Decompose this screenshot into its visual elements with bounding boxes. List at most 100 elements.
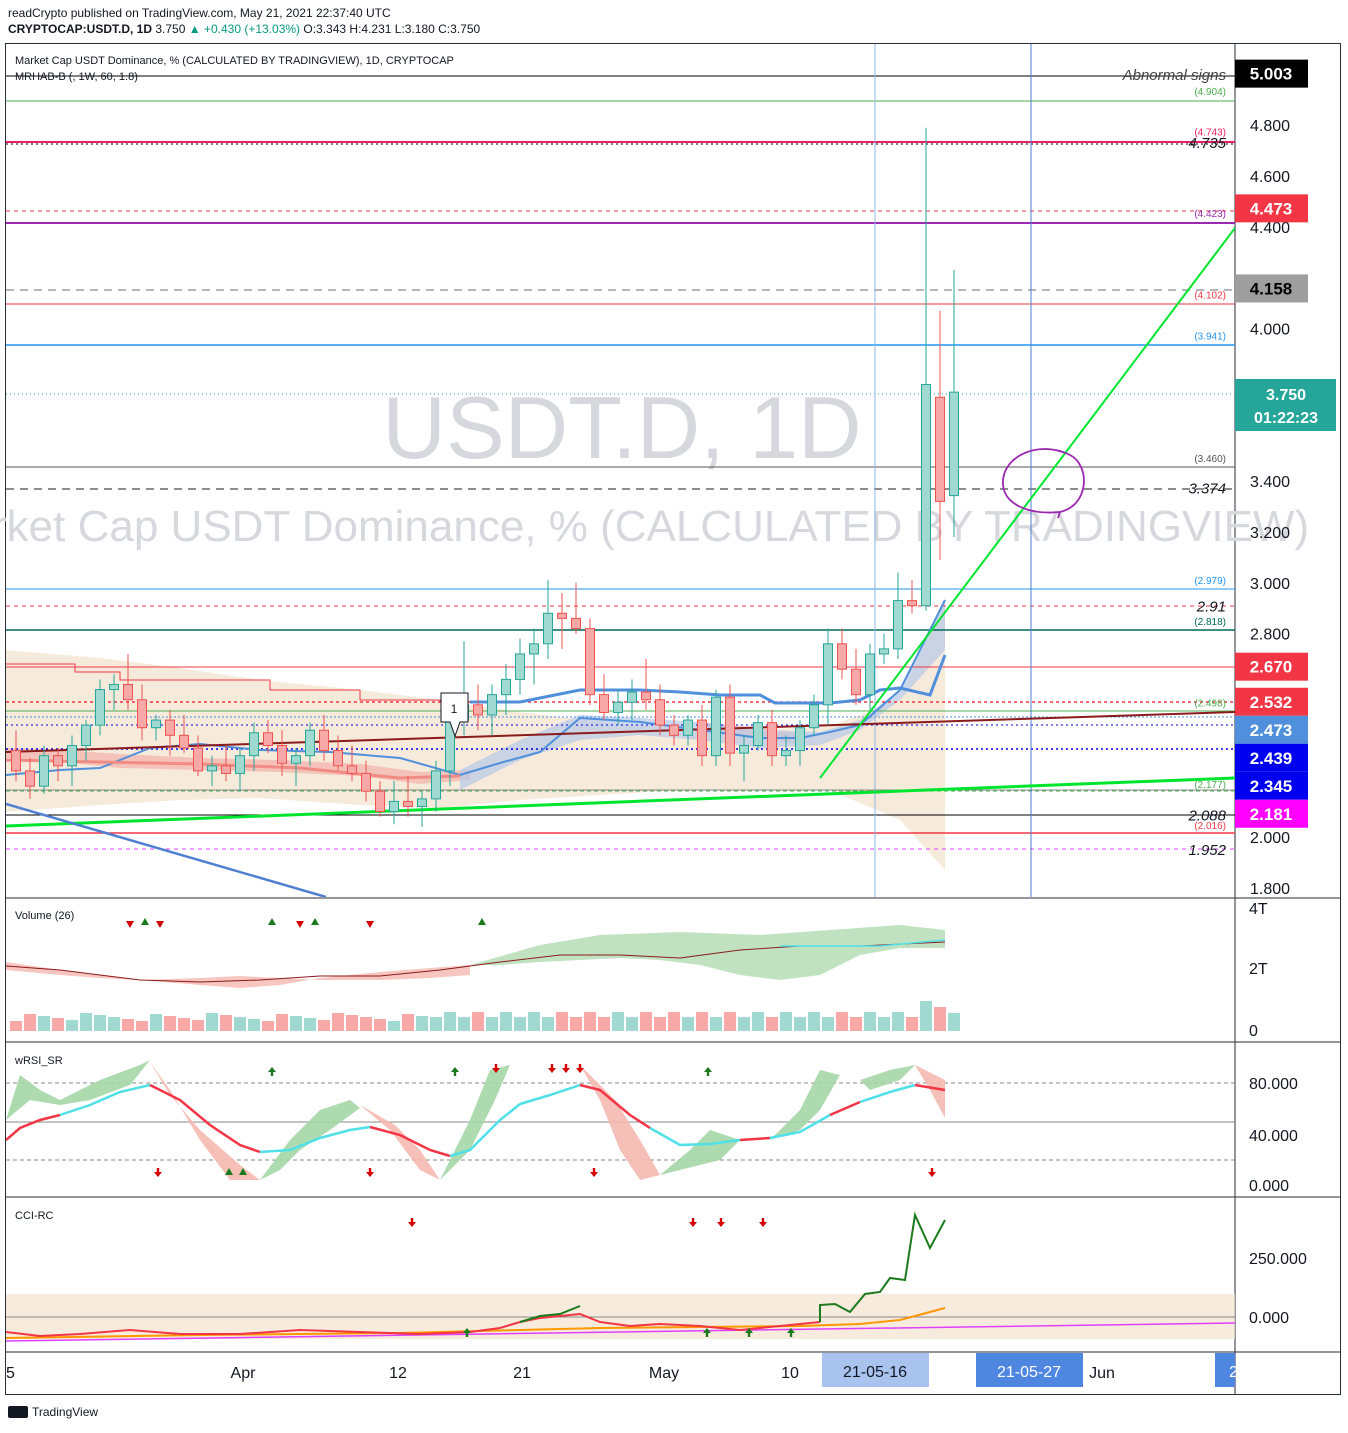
volume-bar [780, 1012, 792, 1031]
volume-bar [738, 1017, 750, 1031]
candle-body [207, 765, 217, 772]
annotation-abnormal: Abnormal signs [1122, 67, 1227, 84]
footer: TradingView [8, 1405, 98, 1419]
price-badge-label: 4.158 [1250, 279, 1293, 298]
volume-ma [6, 941, 946, 983]
volume-bar [164, 1016, 176, 1031]
indicator-title[interactable]: MRHAB-B (, 1W, 60, 1.8) [15, 71, 138, 83]
level-label: 3.374 [1188, 481, 1226, 498]
volume-bar [136, 1021, 148, 1031]
price-badge [1235, 715, 1308, 744]
price-tick: 3.000 [1250, 576, 1290, 593]
volume-bar [850, 1017, 862, 1031]
candle-body [81, 724, 91, 746]
volume-bar [500, 1012, 512, 1031]
price-tick: 2.000 [1250, 830, 1290, 847]
price-badge-label: 2.670 [1250, 658, 1293, 677]
rsi-title[interactable]: wRSI_SR [14, 1055, 63, 1067]
candle-body [641, 691, 651, 701]
level-label: (2.818) [1194, 617, 1226, 628]
volume-pane [6, 925, 960, 1031]
arrow-stem [578, 1064, 582, 1068]
rsi-line-cyan-1 [59, 1083, 151, 1117]
volume-bar [906, 1017, 918, 1031]
volume-bar [794, 1017, 806, 1031]
time-highlight-label-2: 21-05-27 [997, 1364, 1061, 1381]
signal-down-icon [366, 921, 374, 928]
candle-body [11, 750, 21, 772]
rsi-green-ribbon-2 [260, 1100, 360, 1180]
candle-body [179, 734, 189, 749]
cci-title[interactable]: CCI-RC [15, 1210, 54, 1222]
price-badge [1235, 771, 1308, 800]
volume-bar [934, 1007, 946, 1031]
rsi-tick-0: 80.000 [1249, 1076, 1298, 1093]
rsi-line-red-3 [369, 1125, 451, 1158]
volume-bar [654, 1017, 666, 1031]
price-tick: 4.600 [1250, 169, 1290, 186]
volume-bar [724, 1012, 736, 1031]
volume-bar [38, 1016, 50, 1031]
level-label: (2.498) [1194, 698, 1226, 709]
candle-body [375, 790, 385, 813]
candle-body [907, 600, 917, 607]
rsi-line-cyan-2 [259, 1125, 371, 1154]
candle-body [389, 800, 399, 813]
arrow-up-icon [463, 1328, 471, 1333]
volume-bar [458, 1017, 470, 1031]
price-badge-label: 5.003 [1250, 65, 1293, 84]
rsi-line-cyan-5 [649, 1126, 741, 1147]
volume-bar [486, 1017, 498, 1031]
level-label: (2.979) [1194, 576, 1226, 587]
rsi-red-ribbon-2 [360, 1105, 440, 1180]
vol-tick-0: 4T [1249, 901, 1268, 918]
volume-bar [892, 1012, 904, 1031]
arrow-down-icon [562, 1068, 570, 1073]
volume-title[interactable]: Volume (26) [15, 910, 74, 922]
level-labels: (4.904) (4.743)4.735 (4.423) (4.102) (3.941)… [1187, 87, 1226, 859]
candle-body [725, 696, 735, 754]
candle-body [403, 800, 413, 807]
candle-body [53, 755, 63, 767]
arrow-up-icon [268, 1067, 276, 1072]
last-price: 3.750 [155, 22, 186, 36]
volume-bar [262, 1021, 274, 1031]
volume-bar [584, 1012, 596, 1031]
arrow-down-icon [366, 1172, 374, 1177]
volume-bar [402, 1014, 414, 1031]
volume-bar [52, 1018, 64, 1031]
candle-body [851, 668, 861, 696]
price-badge-label: 2.181 [1250, 805, 1293, 824]
candle-body [697, 719, 707, 757]
arrow-stem [564, 1064, 568, 1068]
level-label: (3.460) [1194, 454, 1226, 465]
tradingview-logo-icon [8, 1406, 28, 1418]
arrow-up-icon [704, 1067, 712, 1072]
arrow-stem [156, 1168, 160, 1172]
candle-body [669, 724, 679, 736]
symbol[interactable]: CRYPTOCAP:USDT.D, 1D [8, 22, 153, 36]
time-axis[interactable]: 5 Apr 12 21 May 10 21-05-16 21-05-27 Jun… [6, 1353, 1238, 1387]
volume-bar [626, 1017, 638, 1031]
volume-bar [374, 1019, 386, 1031]
rsi-tick-1: 40.000 [1249, 1128, 1298, 1145]
volume-bar [864, 1012, 876, 1031]
last-price-badge-value: 3.750 [1266, 387, 1306, 404]
rsi-red-ribbon-3 [580, 1065, 660, 1180]
volume-bar [542, 1017, 554, 1031]
volume-bar [220, 1015, 232, 1031]
arrow-up-icon [451, 1067, 459, 1072]
price-tick: 2.800 [1250, 627, 1290, 644]
volume-bar [80, 1013, 92, 1031]
volume-bar [682, 1017, 694, 1031]
candle-body [333, 750, 343, 767]
rsi-line-red-4 [579, 1083, 651, 1130]
volume-pink-cloud [6, 962, 470, 988]
signal-down-icon [296, 921, 304, 928]
candle-body [781, 750, 791, 757]
volume-bar [94, 1015, 106, 1031]
time-edge-label: 2 [1229, 1364, 1238, 1381]
volume-bar [304, 1018, 316, 1031]
arrow-stem [270, 1072, 274, 1076]
